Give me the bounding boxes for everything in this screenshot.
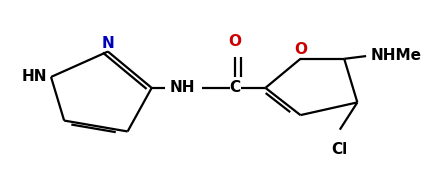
Text: HN: HN <box>21 70 46 85</box>
Text: NHMe: NHMe <box>370 48 420 63</box>
Text: N: N <box>101 36 114 51</box>
Text: O: O <box>228 34 241 49</box>
Text: Cl: Cl <box>331 142 347 157</box>
Text: O: O <box>293 42 306 57</box>
Text: C: C <box>229 80 240 95</box>
Text: NH: NH <box>169 80 194 95</box>
